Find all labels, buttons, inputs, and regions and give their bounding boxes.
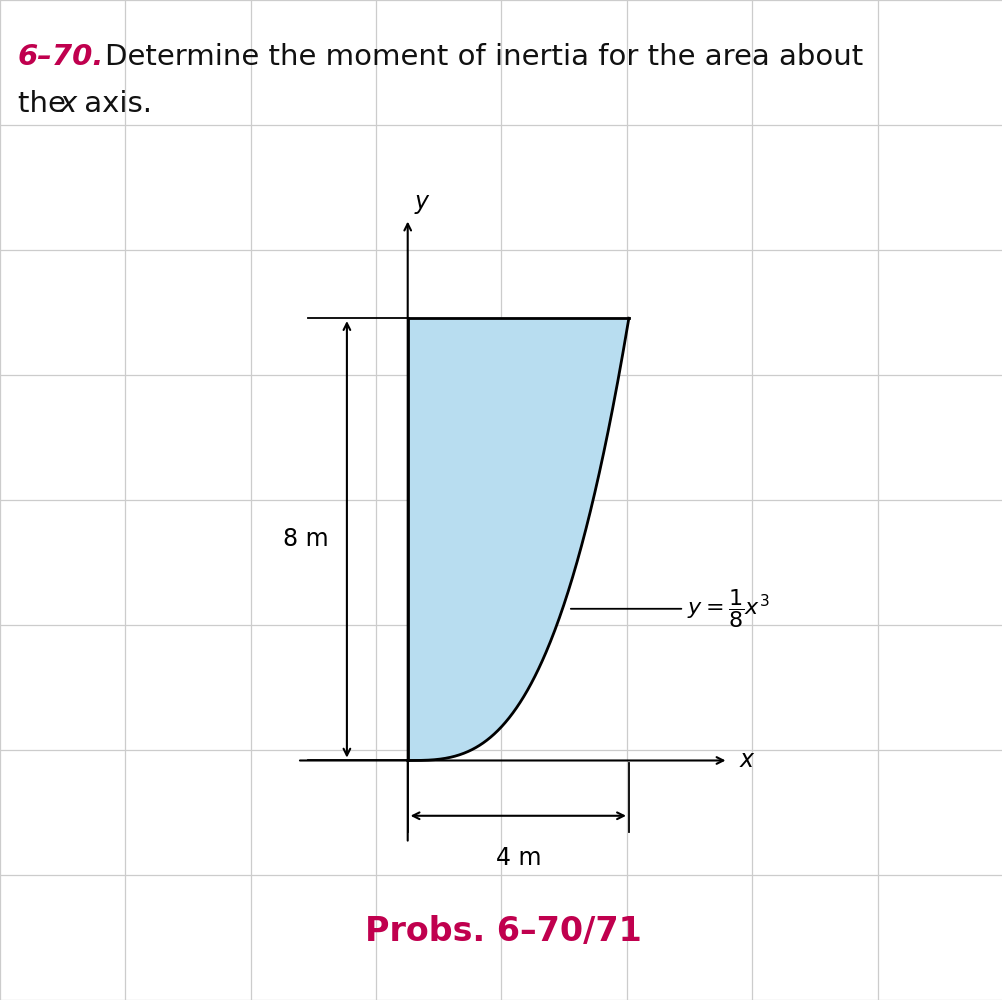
Text: Probs. 6–70/71: Probs. 6–70/71 xyxy=(365,916,640,948)
Text: $y = \dfrac{1}{8}x^3$: $y = \dfrac{1}{8}x^3$ xyxy=(686,587,769,630)
Text: x: x xyxy=(738,748,753,772)
Text: the: the xyxy=(18,90,75,118)
Text: y: y xyxy=(414,190,428,214)
Text: 8 m: 8 m xyxy=(283,527,328,551)
Text: Determine the moment of inertia for the area about: Determine the moment of inertia for the … xyxy=(105,43,863,71)
Text: 6–70.: 6–70. xyxy=(18,43,104,71)
Text: axis.: axis. xyxy=(75,90,152,118)
Text: 4 m: 4 m xyxy=(495,846,540,870)
Text: x: x xyxy=(60,90,77,118)
Polygon shape xyxy=(407,318,628,760)
